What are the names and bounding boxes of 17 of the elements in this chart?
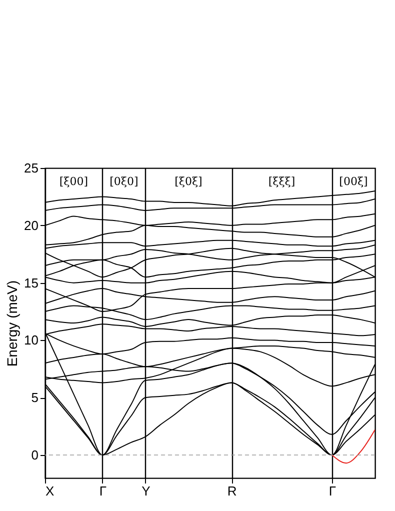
x-tick-label: Γ bbox=[99, 484, 106, 498]
x-tick-label: Γ bbox=[328, 484, 336, 498]
x-tick-label: Y bbox=[142, 484, 151, 498]
x-tick-label: R bbox=[227, 484, 237, 498]
y-tick-label: 15 bbox=[24, 275, 38, 290]
y-tick-label: 25 bbox=[24, 160, 38, 176]
y-tick-label: 5 bbox=[31, 390, 38, 406]
y-tick-label: 0 bbox=[31, 448, 38, 463]
annotation: [ξξξ] bbox=[268, 175, 296, 188]
annotation: [ξ0ξ] bbox=[174, 175, 202, 188]
y-tick-label: 20 bbox=[24, 218, 38, 233]
annotation: [ξ00] bbox=[59, 175, 88, 188]
x-tick-label: X bbox=[46, 484, 54, 498]
annotation: [00ξ] bbox=[339, 175, 368, 188]
annotation: [0ξ0] bbox=[110, 175, 138, 188]
y-axis-title: Energy (meV) bbox=[4, 280, 20, 367]
y-tick-label: 10 bbox=[24, 332, 38, 348]
